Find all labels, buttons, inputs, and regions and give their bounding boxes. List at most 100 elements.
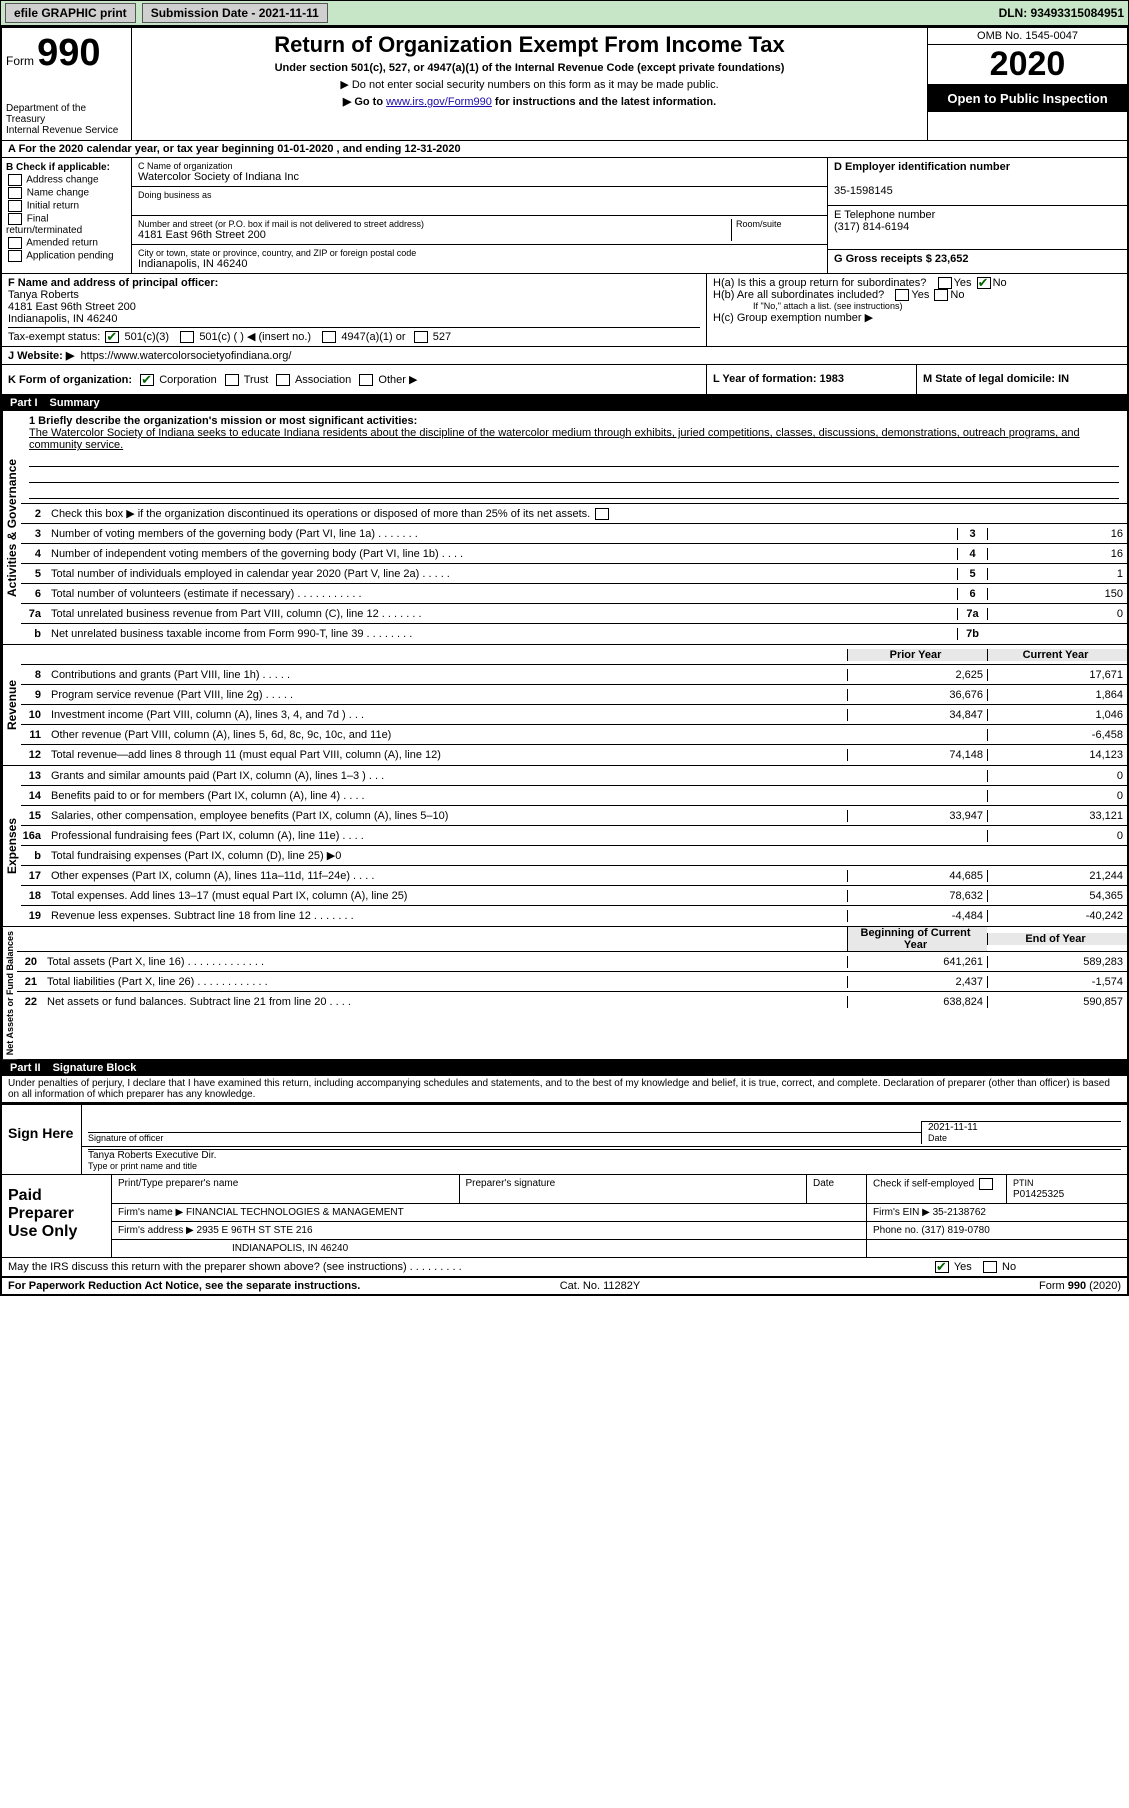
chk-app-pending[interactable]: Application pending — [6, 250, 127, 262]
row-fh: F Name and address of principal officer:… — [2, 274, 1127, 347]
chk-other[interactable] — [359, 374, 373, 386]
paperwork-notice: For Paperwork Reduction Act Notice, see … — [8, 1280, 360, 1292]
chk-amended[interactable]: Amended return — [6, 237, 127, 249]
chk-501c3[interactable] — [105, 331, 119, 343]
side-revenue: Revenue — [2, 645, 21, 765]
firm-city: INDIANAPOLIS, IN 46240 — [112, 1240, 867, 1257]
irs-link[interactable]: www.irs.gov/Form990 — [386, 96, 492, 108]
line-1-mission: 1 Briefly describe the organization's mi… — [21, 411, 1127, 504]
row-m: M State of legal domicile: IN — [917, 365, 1127, 394]
h-b: H(b) Are all subordinates included? Yes … — [713, 289, 1121, 301]
chk-initial-return[interactable]: Initial return — [6, 200, 127, 212]
omb-no: OMB No. 1545-0047 — [928, 28, 1127, 45]
gross-cell: G Gross receipts $ 23,652 — [828, 250, 1127, 268]
header-left: Form 990 Department of the Treasury Inte… — [2, 28, 132, 140]
form-number: 990 — [37, 32, 100, 74]
website: https://www.watercolorsocietyofindiana.o… — [80, 350, 291, 362]
paid-preparer-label: Paid Preparer Use Only — [2, 1175, 112, 1257]
line-8: 8Contributions and grants (Part VIII, li… — [21, 665, 1127, 685]
tel-cell: E Telephone number (317) 814-6194 — [828, 206, 1127, 250]
ein: 35-1598145 — [834, 185, 893, 197]
col-f: F Name and address of principal officer:… — [2, 274, 707, 346]
chk-hb-yes[interactable] — [895, 289, 909, 301]
chk-ha-no[interactable] — [977, 277, 991, 289]
firm-address: 2935 E 96TH ST STE 216 — [197, 1225, 313, 1236]
addr-cell: Number and street (or P.O. box if mail i… — [132, 216, 827, 245]
line-b: bNet unrelated business taxable income f… — [21, 624, 1127, 644]
row-a-tax-year: A For the 2020 calendar year, or tax yea… — [2, 141, 1127, 158]
section-bcd: B Check if applicable: Address change Na… — [2, 158, 1127, 274]
line-12: 12Total revenue—add lines 8 through 11 (… — [21, 745, 1127, 765]
dba-cell: Doing business as — [132, 187, 827, 216]
chk-discontinued[interactable] — [595, 508, 609, 520]
chk-address-change[interactable]: Address change — [6, 174, 127, 186]
col-headers-begin-end: Beginning of Current Year End of Year — [17, 927, 1127, 952]
ein-cell: D Employer identification number 35-1598… — [828, 158, 1127, 206]
line-13: 13Grants and similar amounts paid (Part … — [21, 766, 1127, 786]
line-21: 21Total liabilities (Part X, line 26) . … — [17, 972, 1127, 992]
tax-year: 2020 — [928, 45, 1127, 85]
line-22: 22Net assets or fund balances. Subtract … — [17, 992, 1127, 1012]
header-row: Form 990 Department of the Treasury Inte… — [2, 28, 1127, 141]
row-i: Tax-exempt status: 501(c)(3) 501(c) ( ) … — [8, 327, 700, 343]
col-d-right: D Employer identification number 35-1598… — [827, 158, 1127, 273]
dln: DLN: 93493315084951 — [999, 6, 1124, 20]
line-10: 10Investment income (Part VIII, column (… — [21, 705, 1127, 725]
activities-governance-block: Activities & Governance 1 Briefly descri… — [2, 411, 1127, 645]
line-15: 15Salaries, other compensation, employee… — [21, 806, 1127, 826]
line-6: 6Total number of volunteers (estimate if… — [21, 584, 1127, 604]
chk-discuss-yes[interactable] — [935, 1261, 949, 1273]
dept-treasury: Department of the Treasury Internal Reve… — [6, 103, 127, 136]
row-k: K Form of organization: Corporation Trus… — [2, 365, 707, 394]
line-11: 11Other revenue (Part VIII, column (A), … — [21, 725, 1127, 745]
chk-527[interactable] — [414, 331, 428, 343]
chk-ha-yes[interactable] — [938, 277, 952, 289]
expenses-block: Expenses 13Grants and similar amounts pa… — [2, 766, 1127, 927]
col-b-checkboxes: B Check if applicable: Address change Na… — [2, 158, 132, 273]
chk-association[interactable] — [276, 374, 290, 386]
efile-top-bar: efile GRAPHIC print Submission Date - 20… — [0, 0, 1129, 26]
paid-row-1: Print/Type preparer's name Preparer's si… — [112, 1175, 1127, 1204]
gross-receipts: G Gross receipts $ 23,652 — [834, 253, 969, 265]
chk-trust[interactable] — [225, 374, 239, 386]
org-name: Watercolor Society of Indiana Inc — [138, 171, 299, 183]
net-assets-block: Net Assets or Fund Balances Beginning of… — [2, 927, 1127, 1060]
ptin: P01425325 — [1013, 1189, 1064, 1200]
open-to-public: Open to Public Inspection — [928, 85, 1127, 112]
penalty-statement: Under penalties of perjury, I declare th… — [2, 1076, 1127, 1103]
chk-corporation[interactable] — [140, 374, 154, 386]
form-label: Form — [6, 54, 34, 68]
row-klm: K Form of organization: Corporation Trus… — [2, 365, 1127, 395]
chk-final-return[interactable]: Final return/terminated — [6, 213, 127, 236]
col-h: H(a) Is this a group return for subordin… — [707, 274, 1127, 346]
h-c: H(c) Group exemption number ▶ — [713, 311, 1121, 324]
telephone: (317) 814-6194 — [834, 221, 909, 233]
col-headers-prior-current: Prior Year Current Year — [21, 645, 1127, 665]
signer-name: Tanya Roberts Executive Dir. — [88, 1150, 216, 1161]
chk-self-employed[interactable] — [979, 1178, 993, 1190]
part2-header: Part II Signature Block — [2, 1060, 1127, 1076]
h-a: H(a) Is this a group return for subordin… — [713, 277, 1121, 289]
line-5: 5Total number of individuals employed in… — [21, 564, 1127, 584]
submission-date: Submission Date - 2021-11-11 — [142, 3, 328, 23]
line-16a: 16aProfessional fundraising fees (Part I… — [21, 826, 1127, 846]
chk-name-change[interactable]: Name change — [6, 187, 127, 199]
chk-501c[interactable] — [180, 331, 194, 343]
firm-phone: (317) 819-0780 — [921, 1225, 989, 1236]
note-goto: ▶ Go to www.irs.gov/Form990 for instruct… — [138, 95, 921, 108]
sign-date: 2021-11-11 — [928, 1122, 978, 1133]
line-3: 3Number of voting members of the governi… — [21, 524, 1127, 544]
col-c-org-info: C Name of organization Watercolor Societ… — [132, 158, 827, 273]
side-activities-governance: Activities & Governance — [2, 411, 21, 644]
paid-preparer-block: Paid Preparer Use Only Print/Type prepar… — [2, 1174, 1127, 1257]
header-right: OMB No. 1545-0047 2020 Open to Public In… — [927, 28, 1127, 140]
chk-discuss-no[interactable] — [983, 1261, 997, 1273]
sign-here-block: Sign Here Signature of officer 2021-11-1… — [2, 1103, 1127, 1174]
chk-hb-no[interactable] — [934, 289, 948, 301]
revenue-block: Revenue Prior Year Current Year 8Contrib… — [2, 645, 1127, 766]
cat-no: Cat. No. 11282Y — [560, 1280, 641, 1292]
form-990: Form 990 Department of the Treasury Inte… — [0, 26, 1129, 1296]
chk-4947[interactable] — [322, 331, 336, 343]
side-net-assets: Net Assets or Fund Balances — [2, 927, 17, 1059]
mission-text: The Watercolor Society of Indiana seeks … — [29, 427, 1080, 451]
